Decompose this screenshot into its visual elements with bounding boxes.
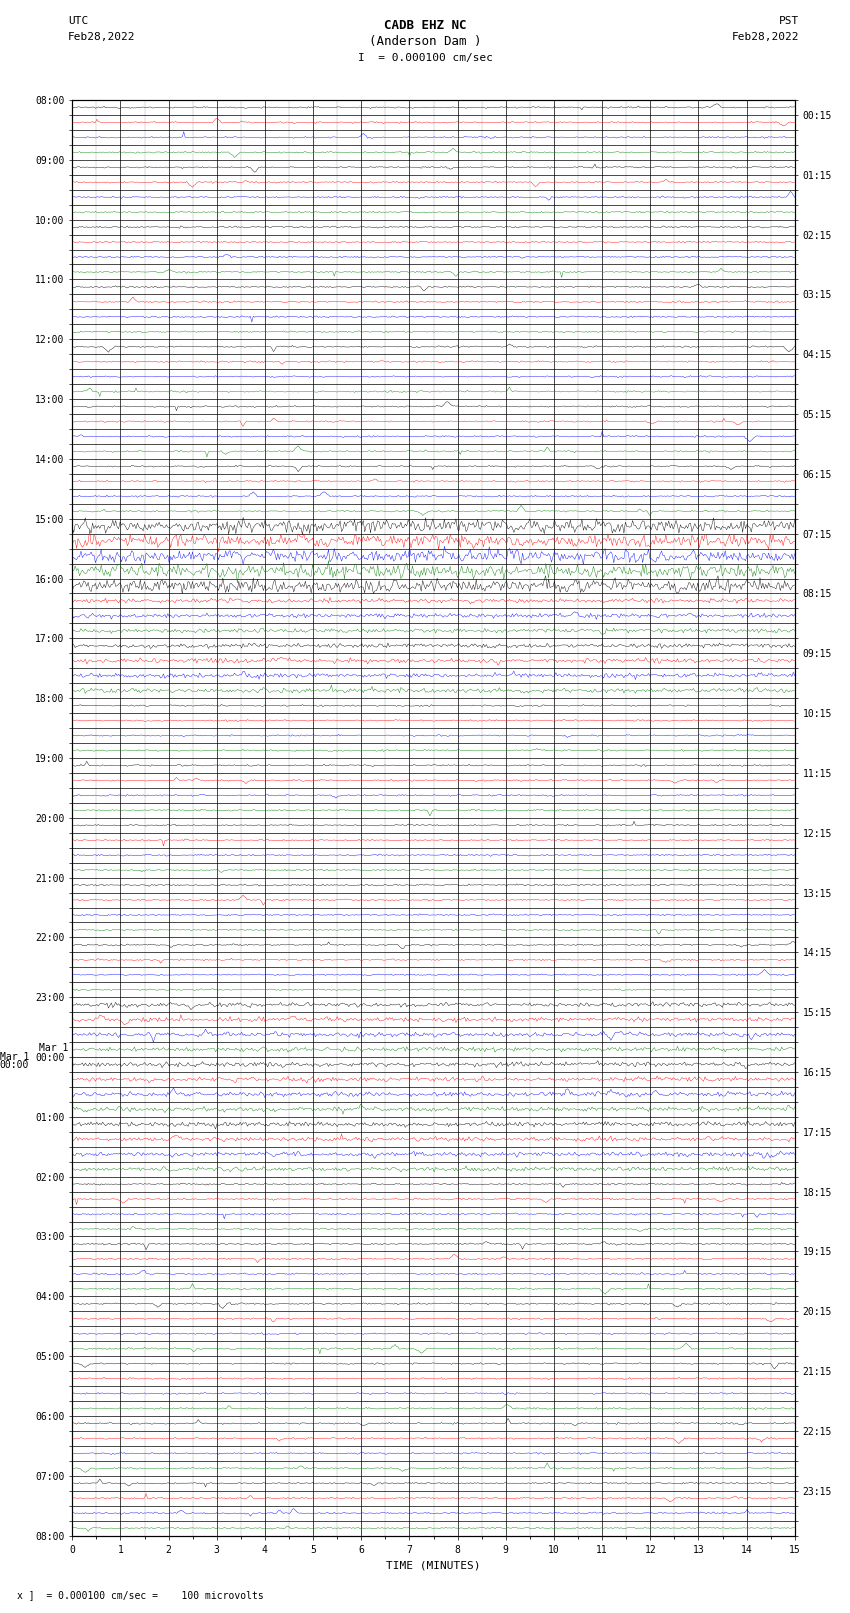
Text: PST: PST	[779, 16, 799, 26]
Text: Mar 1: Mar 1	[0, 1052, 29, 1061]
Text: I  = 0.000100 cm/sec: I = 0.000100 cm/sec	[358, 53, 492, 63]
Text: UTC: UTC	[68, 16, 88, 26]
Text: Feb28,2022: Feb28,2022	[68, 32, 135, 42]
Text: CADB EHZ NC: CADB EHZ NC	[383, 19, 467, 32]
Text: x ]  = 0.000100 cm/sec =    100 microvolts: x ] = 0.000100 cm/sec = 100 microvolts	[17, 1590, 264, 1600]
X-axis label: TIME (MINUTES): TIME (MINUTES)	[386, 1560, 481, 1569]
Text: Feb28,2022: Feb28,2022	[732, 32, 799, 42]
Text: 00:00: 00:00	[0, 1060, 29, 1069]
Text: (Anderson Dam ): (Anderson Dam )	[369, 35, 481, 48]
Text: Mar 1: Mar 1	[38, 1042, 68, 1053]
